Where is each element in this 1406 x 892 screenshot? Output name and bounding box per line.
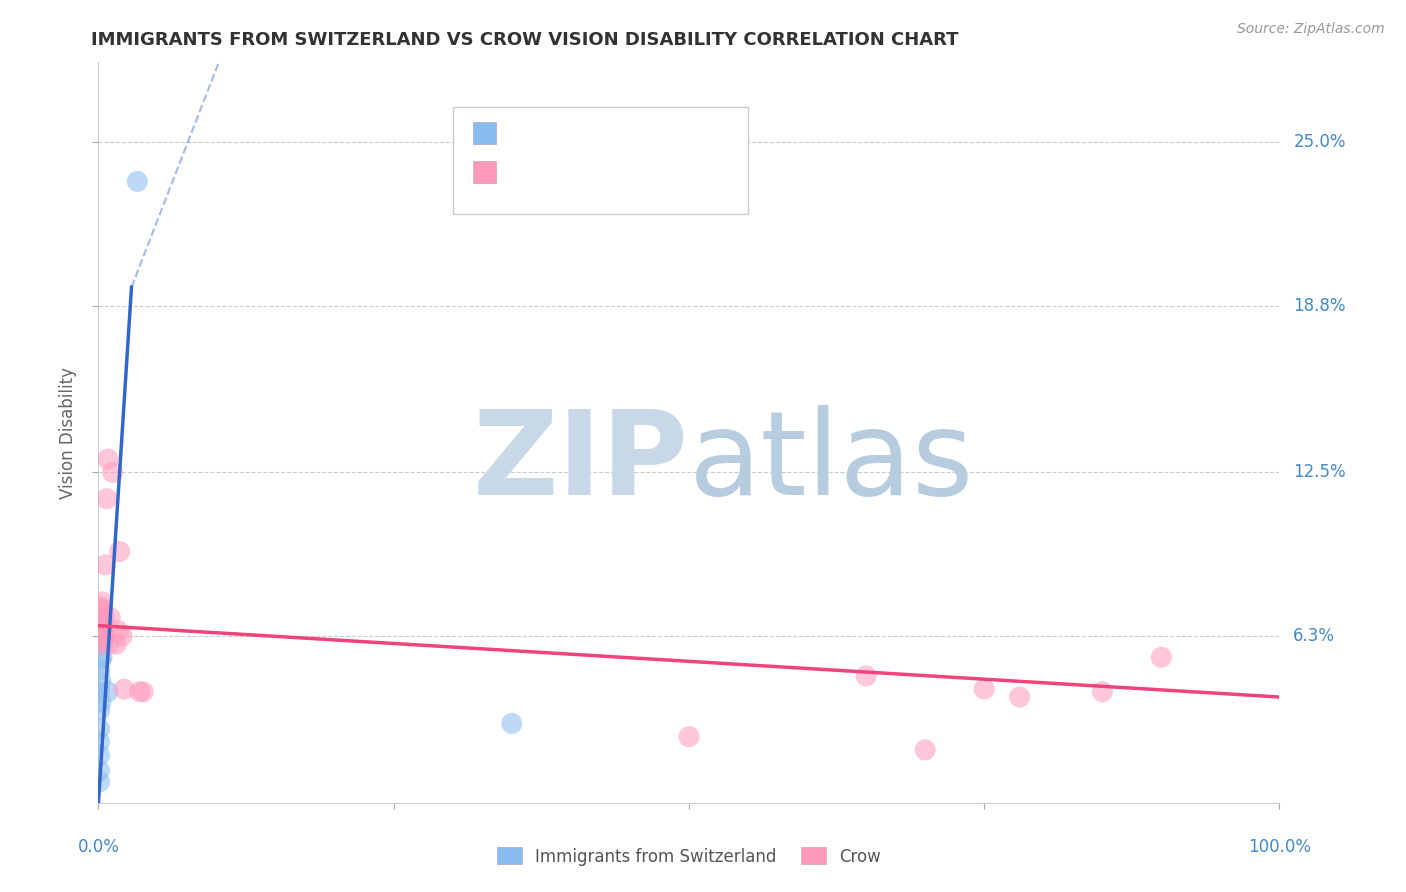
Point	[1091, 685, 1114, 699]
Point	[101, 465, 124, 479]
Point	[108, 544, 131, 558]
FancyBboxPatch shape	[472, 121, 496, 144]
Point	[98, 637, 121, 651]
Point	[91, 624, 114, 638]
Point	[97, 452, 120, 467]
Text: atlas: atlas	[689, 405, 974, 520]
Point	[93, 610, 115, 624]
Point	[91, 603, 114, 617]
Text: 0.0%: 0.0%	[77, 838, 120, 855]
Text: 25.0%: 25.0%	[1294, 133, 1346, 151]
Point	[91, 610, 114, 624]
Point	[89, 722, 111, 736]
Point	[1150, 650, 1173, 665]
Point	[112, 682, 135, 697]
Point	[91, 637, 114, 651]
FancyBboxPatch shape	[453, 107, 748, 214]
Point	[91, 595, 114, 609]
Text: 12.5%: 12.5%	[1294, 463, 1346, 482]
Text: 21: 21	[671, 124, 692, 142]
Point	[90, 674, 112, 689]
Point	[678, 730, 700, 744]
Point	[89, 774, 111, 789]
Point	[128, 685, 150, 699]
Legend: Immigrants from Switzerland, Crow: Immigrants from Switzerland, Crow	[489, 840, 889, 872]
Point	[111, 629, 134, 643]
Point	[90, 632, 112, 646]
Point	[90, 632, 112, 646]
Point	[93, 629, 115, 643]
FancyBboxPatch shape	[472, 161, 496, 183]
Point	[90, 600, 112, 615]
Point	[127, 174, 149, 188]
Point	[501, 716, 523, 731]
Text: Source: ZipAtlas.com: Source: ZipAtlas.com	[1237, 22, 1385, 37]
Point	[132, 685, 155, 699]
Text: 0.767: 0.767	[561, 124, 612, 142]
Point	[98, 610, 121, 624]
Point	[89, 764, 111, 778]
Point	[93, 629, 115, 643]
Text: 100.0%: 100.0%	[1249, 838, 1310, 855]
Text: R = -0.488: R = -0.488	[510, 163, 610, 181]
Point	[89, 735, 111, 749]
Point	[89, 748, 111, 763]
Text: 6.3%: 6.3%	[1294, 627, 1336, 645]
Text: IMMIGRANTS FROM SWITZERLAND VS CROW VISION DISABILITY CORRELATION CHART: IMMIGRANTS FROM SWITZERLAND VS CROW VISI…	[91, 31, 959, 49]
Point	[89, 637, 111, 651]
Point	[94, 558, 117, 572]
Point	[855, 669, 877, 683]
Text: 32: 32	[671, 163, 692, 181]
Point	[914, 743, 936, 757]
Point	[97, 685, 120, 699]
Point	[91, 624, 114, 638]
Text: ZIP: ZIP	[472, 405, 689, 520]
Text: R =: R =	[510, 124, 551, 142]
Text: N =: N =	[620, 124, 661, 142]
Point	[91, 610, 114, 624]
Point	[89, 618, 111, 632]
Point	[90, 695, 112, 709]
Point	[1008, 690, 1031, 704]
Point	[89, 685, 111, 699]
Point	[91, 632, 114, 646]
Point	[90, 615, 112, 630]
Point	[96, 491, 118, 506]
Point	[973, 682, 995, 697]
Point	[91, 650, 114, 665]
Point	[90, 615, 112, 630]
Y-axis label: Vision Disability: Vision Disability	[59, 367, 77, 499]
Text: 18.8%: 18.8%	[1294, 297, 1346, 315]
Point	[90, 653, 112, 667]
Point	[107, 624, 129, 638]
Point	[89, 603, 111, 617]
Text: N =: N =	[620, 163, 661, 181]
Point	[89, 664, 111, 678]
Point	[105, 637, 128, 651]
Point	[91, 615, 114, 630]
Point	[89, 703, 111, 717]
